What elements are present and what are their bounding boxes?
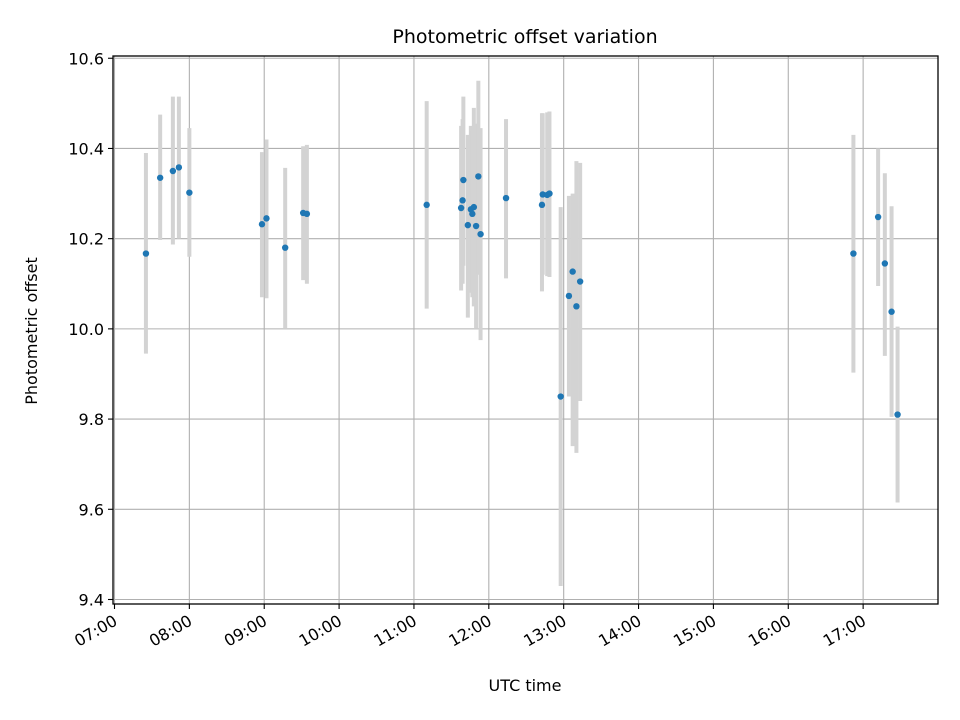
data-point [576,278,584,285]
y-tick-label: 10.6 [68,49,104,68]
data-point [894,411,901,418]
data-point [472,222,480,230]
data-point [888,308,895,315]
data-point [303,210,311,218]
data-point [569,268,576,275]
y-tick-label: 9.8 [79,410,104,429]
data-point [850,250,857,257]
data-point [538,201,546,209]
plot-frame [112,55,939,605]
y-tick-label: 9.6 [79,500,104,519]
data-point [464,221,472,229]
data-points [142,164,901,418]
data-point [502,194,510,202]
data-point [460,176,467,184]
data-point [175,164,183,171]
y-axis: 9.4 9.6 9.8 10.0 10.2 10.4 10.6 [68,49,113,609]
data-point [258,221,266,228]
data-point [281,244,289,251]
data-point [573,303,580,310]
y-tick-label: 10.4 [68,139,104,158]
data-point [142,250,150,257]
data-point [477,230,484,238]
y-tick-label: 10.0 [68,320,104,339]
data-point [546,190,553,197]
data-point [874,213,882,221]
x-axis-label: UTC time [489,676,562,695]
data-point [263,215,270,222]
data-point [423,201,430,209]
y-tick-label: 9.4 [79,590,104,609]
data-point [469,210,476,218]
data-point [186,189,193,196]
data-point [156,174,164,181]
chart-title: Photometric offset variation [392,26,657,48]
data-point [459,197,466,204]
data-point [557,393,564,400]
data-point [457,204,465,212]
y-tick-label: 10.2 [68,230,104,249]
y-axis-label: Photometric offset [22,257,41,405]
data-point [565,292,573,300]
grid [113,56,938,604]
data-point [169,167,177,175]
data-point [470,203,478,211]
data-point [881,260,889,267]
data-point [475,173,482,180]
